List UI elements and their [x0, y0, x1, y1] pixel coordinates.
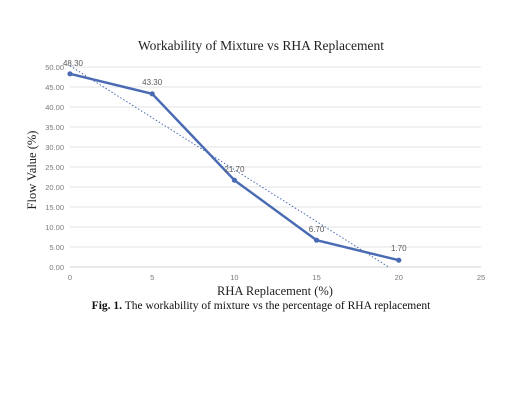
- data-labels: 48.30 43.30 21.70 6.70 1.70: [63, 59, 407, 253]
- data-point: [396, 257, 402, 263]
- y-tick-label: 0.00: [49, 263, 64, 272]
- data-label: 48.30: [63, 59, 84, 68]
- figure-caption-text: The workability of mixture vs the percen…: [122, 300, 431, 312]
- y-tick-label: 50.00: [45, 63, 64, 72]
- x-axis-ticks: 0 5 10 15 20 25: [68, 273, 485, 282]
- y-tick-label: 25.00: [45, 163, 64, 172]
- x-tick-label: 10: [230, 273, 238, 282]
- data-point: [67, 71, 73, 77]
- data-points: [67, 71, 402, 263]
- figure-caption-label: Fig. 1.: [91, 300, 123, 312]
- figure-caption: Fig. 1. The workability of mixture vs th…: [0, 300, 522, 312]
- y-axis-ticks: 0.00 5.00 10.00 15.00 20.00 25.00 30.00 35.00 40…: [45, 63, 64, 272]
- line-chart: Workability of Mixture vs RHA Replacemen…: [25, 38, 485, 298]
- data-label: 43.30: [142, 78, 163, 87]
- chart-title: Workability of Mixture vs RHA Replacemen…: [138, 38, 384, 53]
- x-tick-label: 5: [150, 273, 154, 282]
- y-tick-label: 45.00: [45, 83, 64, 92]
- data-point: [149, 91, 155, 97]
- y-tick-label: 10.00: [45, 223, 64, 232]
- y-tick-label: 40.00: [45, 103, 64, 112]
- x-tick-label: 25: [477, 273, 485, 282]
- grid-lines: [70, 66, 481, 248]
- y-tick-label: 30.00: [45, 143, 64, 152]
- data-label: 1.70: [391, 244, 407, 253]
- y-tick-label: 5.00: [49, 243, 64, 252]
- y-axis-title: Flow Value (%): [25, 131, 39, 210]
- y-tick-label: 15.00: [45, 203, 64, 212]
- data-label: 21.70: [224, 165, 245, 174]
- y-tick-label: 20.00: [45, 183, 64, 192]
- x-tick-label: 15: [312, 273, 320, 282]
- x-tick-label: 20: [395, 273, 403, 282]
- data-label: 6.70: [309, 225, 325, 234]
- data-point: [231, 177, 237, 183]
- x-axis-title: RHA Replacement (%): [217, 284, 333, 298]
- data-point: [314, 237, 320, 243]
- x-tick-label: 0: [68, 273, 72, 282]
- y-tick-label: 35.00: [45, 123, 64, 132]
